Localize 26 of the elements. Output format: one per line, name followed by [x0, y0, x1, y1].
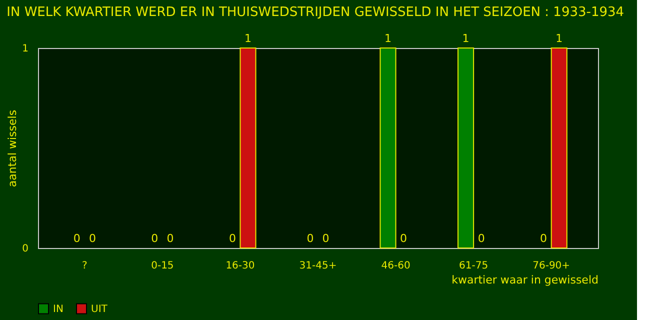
data-label: 0 [306, 232, 314, 245]
data-label: 1 [556, 32, 563, 45]
x-tick-label: 31-45+ [299, 260, 337, 272]
legend-label: IN [53, 304, 64, 315]
x-tick-label: 61-75 [459, 260, 488, 272]
chart-title: IN WELK KWARTIER WERD ER IN THUISWEDSTRIJDEN GEWISSELD IN HET SEIZOEN : 1933-1934 [6, 5, 624, 20]
data-label: 0 [478, 232, 485, 245]
data-label: 0 [73, 232, 80, 245]
data-label: 0 [151, 232, 158, 245]
data-label: 1 [244, 32, 252, 45]
y-axis-title: aantal wissels [6, 110, 20, 188]
data-label: 1 [384, 32, 392, 45]
data-label: 1 [462, 32, 470, 45]
x-tick-label: 76-90+ [532, 260, 570, 272]
x-axis-title: kwartier waar in gewisseld [452, 274, 598, 286]
data-label: 0 [228, 232, 236, 245]
x-tick-label: 46-60 [381, 260, 410, 272]
legend-label: UIT [91, 304, 108, 315]
x-tick-label: ? [82, 260, 88, 272]
data-label: 0 [88, 232, 96, 245]
data-label: 0 [540, 232, 548, 245]
x-tick-label: 16-30 [226, 260, 255, 272]
x-tick-label: 0-15 [151, 260, 174, 272]
data-label: 0 [166, 232, 174, 245]
data-label: 0 [400, 232, 408, 245]
data-label: 0 [322, 232, 330, 245]
